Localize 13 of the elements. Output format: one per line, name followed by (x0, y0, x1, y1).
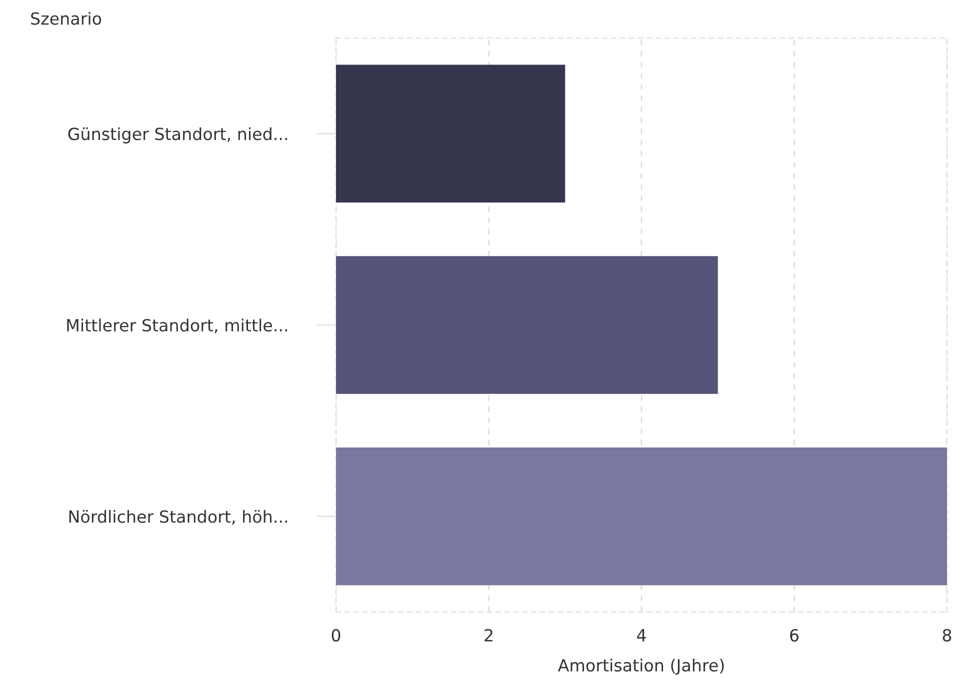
bar (336, 447, 947, 586)
y-tick-label: Nördlicher Standort, höh... (69, 510, 287, 525)
x-tick-label: 6 (790, 628, 799, 642)
bar (336, 64, 566, 203)
x-tick-label: 2 (484, 628, 492, 642)
bar (336, 256, 718, 394)
x-tick-label: 4 (637, 629, 646, 642)
y-tick-label: Mittlerer Standort, mittle... (67, 318, 287, 334)
x-axis-title: Amortisation (Jahre) (558, 658, 724, 675)
y-tick-label: Günstiger Standort, nied... (68, 127, 287, 144)
y-axis-title: Szenario (31, 12, 102, 25)
x-tick-label: 8 (942, 628, 952, 642)
x-tick-label: 0 (332, 628, 340, 642)
